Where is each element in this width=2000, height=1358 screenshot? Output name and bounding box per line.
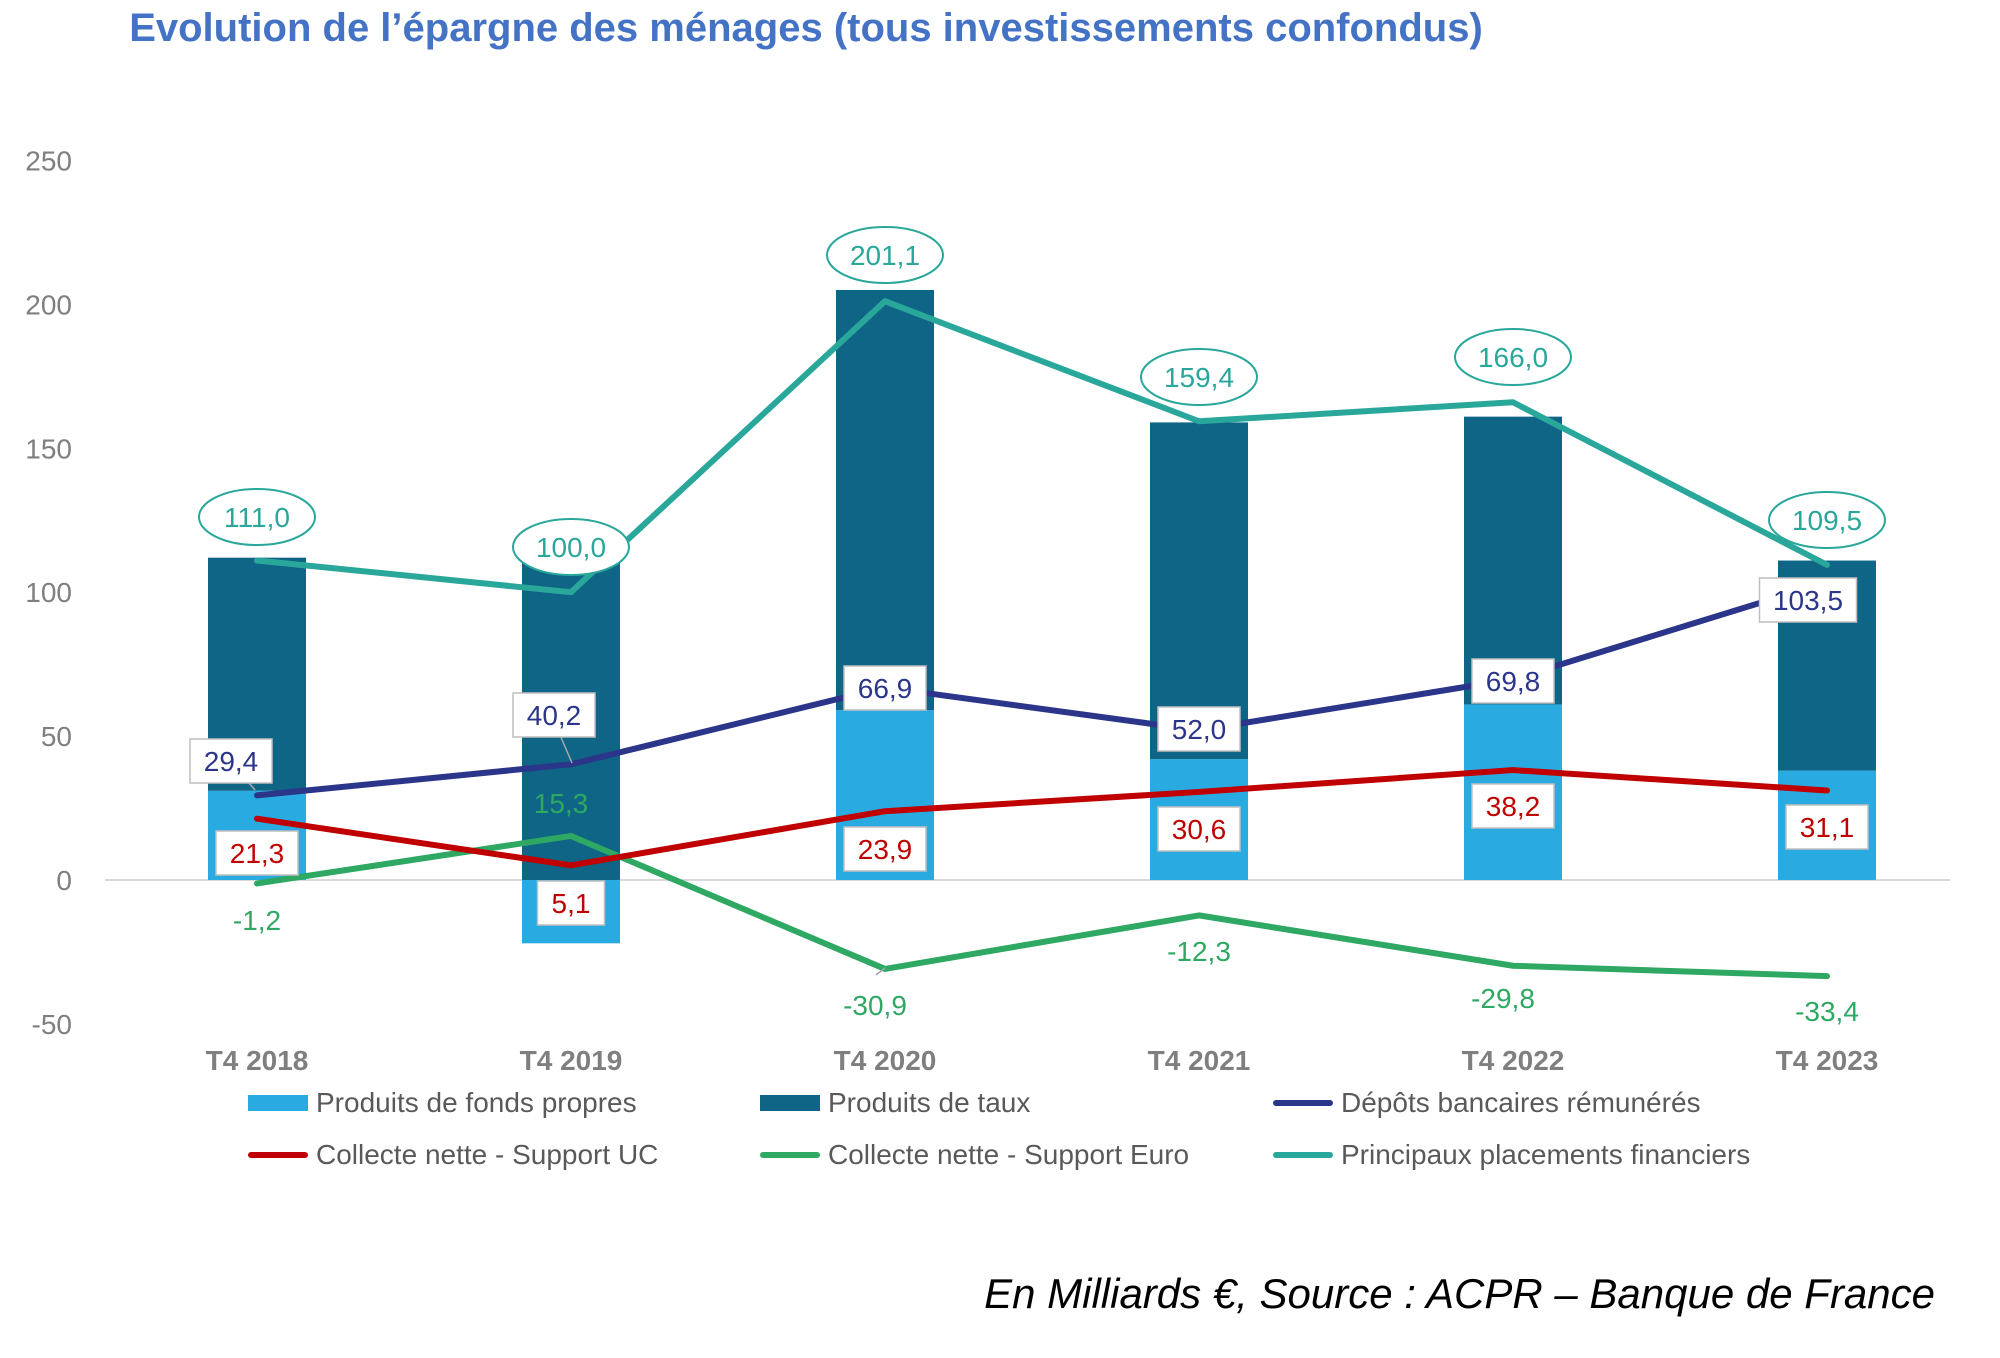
y-tick-label: 100 bbox=[25, 577, 72, 608]
data-label-depots-box bbox=[1157, 706, 1241, 752]
data-label-uc-box bbox=[1471, 783, 1555, 829]
bar-produits-taux bbox=[1150, 422, 1248, 760]
y-tick-label: 50 bbox=[41, 721, 72, 752]
data-label-principaux: 159,4 bbox=[1164, 362, 1234, 393]
data-label-depots-box bbox=[1471, 658, 1555, 704]
data-label-uc: 38,2 bbox=[1486, 791, 1541, 822]
data-label-euro: -12,3 bbox=[1167, 936, 1231, 967]
data-label-principaux: 109,5 bbox=[1792, 505, 1862, 536]
y-tick-label: 200 bbox=[25, 289, 72, 320]
y-tick-label: -50 bbox=[32, 1009, 72, 1040]
source-note: En Milliards €, Source : ACPR – Banque d… bbox=[984, 1270, 1935, 1317]
legend-label: Collecte nette - Support UC bbox=[316, 1139, 659, 1170]
legend-swatch-icon bbox=[760, 1095, 820, 1111]
data-label-principaux: 166,0 bbox=[1478, 342, 1548, 373]
series-line bbox=[254, 832, 1830, 980]
data-label-euro: -30,9 bbox=[843, 990, 907, 1021]
leader-line bbox=[559, 734, 573, 764]
data-label-depots-box bbox=[512, 692, 596, 738]
data-label-depots: 69,8 bbox=[1486, 666, 1541, 697]
data-label-principaux-oval bbox=[1454, 328, 1572, 386]
data-label-euro: -29,8 bbox=[1471, 983, 1535, 1014]
data-label-uc: 23,9 bbox=[858, 834, 913, 865]
y-tick-label: 250 bbox=[25, 146, 72, 177]
data-label-uc: 30,6 bbox=[1172, 814, 1227, 845]
data-label-principaux-oval bbox=[1768, 491, 1886, 549]
bar-produits-taux bbox=[1464, 416, 1562, 705]
data-label-depots-box bbox=[189, 738, 273, 784]
data-label-depots-box bbox=[1758, 577, 1858, 623]
legend-item: Principaux placements financiers bbox=[1273, 1139, 1750, 1171]
legend-label: Dépôts bancaires rémunérés bbox=[1341, 1087, 1701, 1118]
data-label-uc-box bbox=[843, 826, 927, 872]
data-label-principaux: 100,0 bbox=[536, 532, 606, 563]
data-label-uc: 21,3 bbox=[230, 838, 285, 869]
series-line bbox=[254, 767, 1830, 869]
x-tick-label: T4 2022 bbox=[1462, 1045, 1565, 1076]
x-tick-label: T4 2019 bbox=[520, 1045, 623, 1076]
data-label-uc-box bbox=[536, 880, 606, 926]
bar-produits-taux bbox=[836, 290, 934, 711]
legend-swatch-icon bbox=[248, 1095, 308, 1111]
y-tick-label: 150 bbox=[25, 433, 72, 464]
legend-line-icon bbox=[1273, 1100, 1333, 1106]
legend-item: Collecte nette - Support Euro bbox=[760, 1139, 1189, 1171]
series-line bbox=[254, 298, 1830, 596]
data-label-depots: 52,0 bbox=[1172, 714, 1227, 745]
data-label-depots: 66,9 bbox=[858, 673, 913, 704]
chart-title: Evolution de l’épargne des ménages (tous… bbox=[129, 6, 1483, 50]
x-tick-label: T4 2021 bbox=[1148, 1045, 1251, 1076]
x-tick-label: T4 2020 bbox=[834, 1045, 937, 1076]
legend-line-icon bbox=[760, 1152, 820, 1158]
data-label-principaux: 201,1 bbox=[850, 240, 920, 271]
data-label-depots-box bbox=[843, 665, 927, 711]
data-label-euro: -1,2 bbox=[233, 905, 281, 936]
data-label-principaux-oval bbox=[512, 518, 630, 576]
legend-item: Dépôts bancaires rémunérés bbox=[1273, 1087, 1701, 1119]
legend-item: Produits de fonds propres bbox=[248, 1087, 637, 1119]
data-label-principaux-oval bbox=[198, 488, 316, 546]
data-label-euro: 15,3 bbox=[534, 788, 589, 819]
y-tick-label: 0 bbox=[56, 865, 72, 896]
data-label-uc: 31,1 bbox=[1800, 812, 1855, 843]
data-label-depots: 103,5 bbox=[1773, 585, 1843, 616]
data-label-depots: 40,2 bbox=[527, 700, 582, 731]
legend-label: Produits de fonds propres bbox=[316, 1087, 637, 1118]
legend-item: Collecte nette - Support UC bbox=[248, 1139, 658, 1171]
leader-line bbox=[875, 967, 886, 976]
x-tick-label: T4 2023 bbox=[1776, 1045, 1879, 1076]
data-label-uc-box bbox=[215, 830, 299, 876]
data-label-uc-box bbox=[1157, 806, 1241, 852]
legend-line-icon bbox=[248, 1152, 308, 1158]
legend-label: Principaux placements financiers bbox=[1341, 1139, 1751, 1170]
legend-label: Produits de taux bbox=[828, 1087, 1031, 1118]
data-label-principaux-oval bbox=[826, 226, 944, 284]
data-label-uc: 5,1 bbox=[552, 888, 591, 919]
data-label-principaux-oval bbox=[1140, 348, 1258, 406]
data-label-depots: 29,4 bbox=[204, 746, 259, 777]
legend-label: Collecte nette - Support Euro bbox=[828, 1139, 1190, 1170]
legend-item: Produits de taux bbox=[760, 1087, 1030, 1119]
legend-line-icon bbox=[1273, 1152, 1333, 1158]
data-label-uc-box bbox=[1785, 804, 1869, 850]
x-tick-label: T4 2018 bbox=[206, 1045, 309, 1076]
series-line bbox=[254, 579, 1830, 799]
data-label-euro: -33,4 bbox=[1795, 996, 1859, 1027]
data-label-principaux: 111,0 bbox=[224, 502, 290, 533]
